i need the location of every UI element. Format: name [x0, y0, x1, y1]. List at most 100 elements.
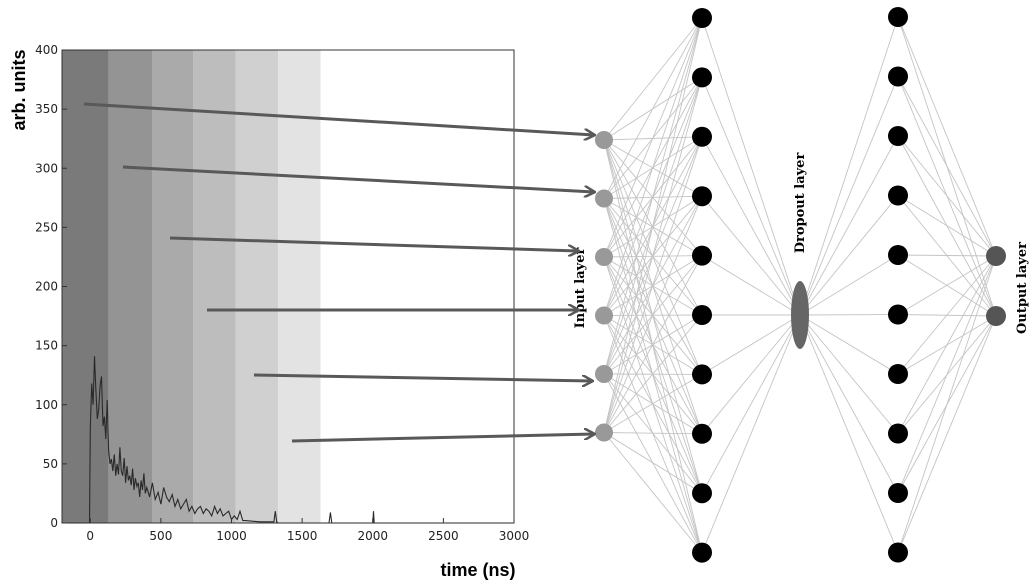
hidden-node-2: [888, 423, 908, 444]
network-edge: [897, 255, 997, 315]
signal-series: [62, 356, 514, 524]
x-tick-label: 0: [86, 529, 94, 543]
y-tick-label: 300: [35, 161, 58, 175]
dropout-node: [791, 281, 809, 349]
network-edge: [799, 135, 899, 316]
network-edge: [603, 17, 703, 141]
network-edge: [701, 314, 801, 553]
network-edge: [603, 17, 703, 316]
y-axis-ticks: 0 50 100 150 200 250 300 350 400: [35, 43, 67, 530]
network-edge: [897, 195, 997, 257]
network-edge: [603, 17, 703, 375]
network-edge: [799, 195, 899, 316]
input-node: [595, 248, 613, 266]
band-arrow: [253, 373, 592, 381]
hidden-node-2: [888, 185, 908, 206]
band-arrow: [291, 434, 594, 443]
network-edge: [603, 374, 703, 433]
hidden-node-1: [692, 423, 712, 444]
input-node: [595, 365, 613, 383]
input-node: [595, 189, 613, 208]
x-tick-label: 1500: [287, 529, 318, 543]
network-edge: [897, 255, 997, 494]
output-node: [986, 306, 1006, 326]
signal-line: [62, 356, 514, 524]
hidden-node-1: [692, 67, 712, 88]
network-edge: [603, 432, 703, 553]
time-window-bands: [62, 50, 321, 523]
time-band-3: [152, 50, 194, 523]
hidden-node-1: [692, 8, 712, 28]
network-edge: [799, 314, 899, 494]
network-edge: [701, 314, 801, 494]
time-band-5: [235, 50, 279, 523]
input-node: [595, 306, 613, 325]
y-tick-label: 250: [35, 220, 58, 234]
network-edge: [799, 314, 899, 434]
network-edge: [701, 314, 801, 435]
output-layer-label: Output layer: [1015, 242, 1030, 334]
hidden-node-2: [888, 304, 908, 325]
network-edge: [603, 314, 703, 433]
network-edge: [799, 314, 899, 316]
network-edge: [799, 314, 899, 375]
network-edge: [603, 432, 703, 435]
hidden-node-1: [692, 364, 712, 385]
network-edge: [603, 77, 703, 433]
network-edge: [603, 17, 703, 433]
network-edge: [799, 254, 899, 316]
band-to-input-arrows: [83, 102, 594, 443]
network-edge: [701, 255, 801, 316]
network-edge: [799, 16, 899, 316]
time-band-2: [108, 50, 153, 523]
band-arrow: [122, 165, 594, 192]
x-axis-ticks: 0 500 1000 1500 2000 2500 3000: [86, 518, 529, 543]
network-edge: [897, 254, 997, 257]
x-tick-label: 3000: [499, 529, 530, 543]
network-edge: [897, 135, 997, 257]
signal-plot: 0 500 1000 1500 2000 2500 3000 0 50 100 150 200 250…: [9, 43, 529, 580]
network-edge: [701, 17, 801, 316]
network-edge: [799, 314, 899, 553]
network-edge: [701, 195, 801, 316]
x-tick-label: 500: [149, 529, 172, 543]
network-edge: [603, 136, 703, 433]
hidden-node-2: [888, 483, 908, 503]
hidden-node-2: [888, 126, 908, 146]
hidden-node-1: [692, 483, 712, 504]
neural-network: Input layer Dropout layer Output layer: [573, 7, 1030, 563]
hidden-node-2: [888, 364, 908, 384]
output-node: [986, 246, 1006, 266]
network-edge: [603, 17, 703, 199]
hidden-node-2: [888, 66, 908, 87]
dropout-layer-label: Dropout layer: [793, 153, 808, 254]
network-edge: [603, 17, 703, 258]
hidden-node-2: [888, 7, 908, 27]
y-tick-label: 50: [43, 457, 58, 471]
hidden-node-2: [888, 542, 908, 563]
network-edge: [603, 432, 703, 494]
band-arrow: [83, 102, 594, 135]
y-tick-label: 0: [50, 516, 58, 530]
network-edges: [603, 16, 997, 553]
input-node: [595, 423, 613, 442]
network-edge: [897, 76, 997, 257]
x-tick-label: 1000: [216, 529, 247, 543]
network-edge: [799, 76, 899, 316]
y-tick-label: 100: [35, 398, 58, 412]
network-edge: [701, 314, 801, 375]
input-node: [595, 131, 613, 149]
band-arrow: [169, 236, 578, 251]
time-band-1: [62, 50, 109, 523]
input-layer-label: Input layer: [573, 248, 588, 329]
network-nodes: [595, 7, 1006, 563]
hidden-node-1: [692, 305, 712, 325]
network-edge: [701, 136, 801, 316]
y-axis-title: arb. units: [9, 49, 29, 130]
hidden-node-1: [692, 126, 712, 147]
network-edge: [603, 255, 703, 433]
hidden-node-2: [888, 245, 908, 265]
network-edge: [701, 77, 801, 316]
x-tick-label: 2500: [428, 529, 459, 543]
